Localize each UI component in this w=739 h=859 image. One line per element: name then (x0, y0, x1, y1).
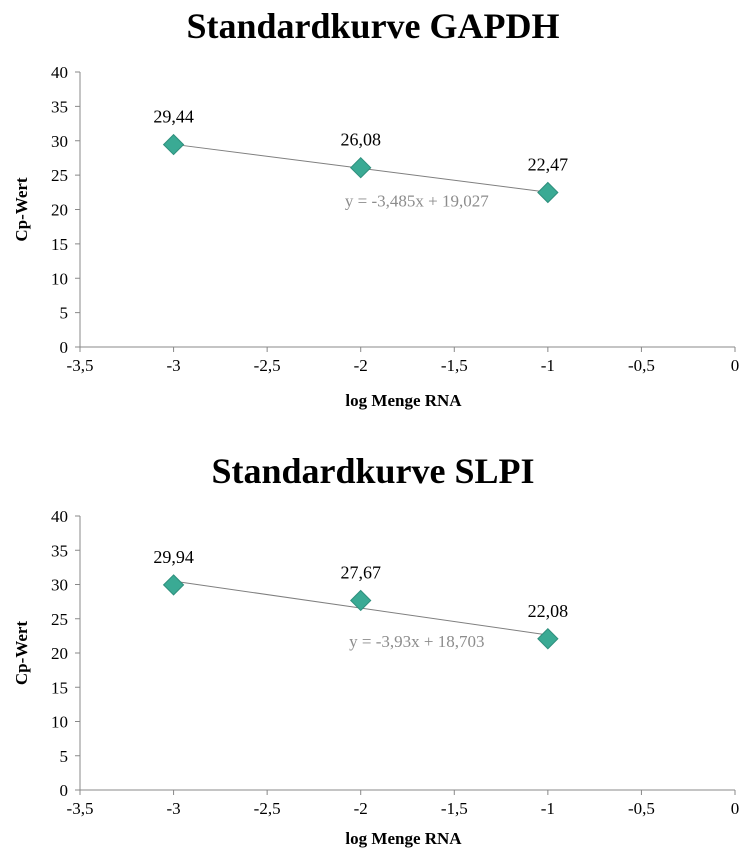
y-axis-title: Cp-Wert (12, 177, 31, 242)
x-axis-title: log Menge RNA (345, 829, 462, 848)
x-tick-label: -0,5 (628, 799, 655, 818)
x-tick-label: -2 (354, 799, 368, 818)
chart-gapdh-svg: Standardkurve GAPDH 0 5 10 15 20 25 30 35 40 -3,5 -… (12, 6, 739, 410)
data-point-marker (162, 574, 185, 596)
x-tick-label: -1 (541, 356, 555, 375)
chart-slpi-svg: Standardkurve SLPI 0 5 10 15 20 25 30 35 40 -3,5 -3… (12, 451, 739, 848)
x-tick-label: -2 (354, 356, 368, 375)
trendline-equation: y = -3,485x + 19,027 (345, 191, 489, 210)
x-tick-label: -2,5 (254, 799, 281, 818)
y-tick-label: 35 (51, 97, 68, 116)
y-tick-label: 20 (51, 644, 68, 663)
trendline-equation: y = -3,93x + 18,703 (349, 632, 484, 651)
y-tick-label: 15 (51, 235, 68, 254)
y-tick-label: 40 (51, 63, 68, 82)
data-point-label: 29,94 (153, 547, 194, 567)
x-tick-label: 0 (731, 799, 739, 818)
y-tick-label: 30 (51, 132, 68, 151)
x-tick-label: 0 (731, 356, 739, 375)
chart-title: Standardkurve SLPI (211, 451, 534, 491)
chart-title: Standardkurve GAPDH (186, 6, 559, 46)
y-tick-label: 0 (60, 338, 69, 357)
data-point-label: 26,08 (340, 130, 381, 150)
data-point-marker (350, 156, 372, 179)
data-point-marker (162, 133, 185, 156)
x-tick-label: -1,5 (441, 356, 468, 375)
data-point-marker (537, 628, 559, 650)
x-tick-label: -1,5 (441, 799, 468, 818)
x-tick-label: -3,5 (67, 799, 94, 818)
y-tick-label: 10 (51, 269, 68, 288)
chart-slpi: Standardkurve SLPI 0 5 10 15 20 25 30 35 40 -3,5 -3… (0, 440, 739, 859)
data-point-label: 22,08 (528, 601, 569, 621)
x-tick-label: -3 (166, 356, 180, 375)
x-tick-label: -3,5 (67, 356, 94, 375)
y-tick-label: 15 (51, 678, 68, 697)
y-tick-label: 40 (51, 507, 68, 526)
x-tick-label: -1 (541, 799, 555, 818)
x-tick-label: -2,5 (254, 356, 281, 375)
x-tick-label: -3 (166, 799, 180, 818)
y-tick-label: 20 (51, 201, 68, 220)
y-tick-label: 25 (51, 166, 68, 185)
data-point-label: 27,67 (340, 562, 381, 582)
y-tick-label: 25 (51, 610, 68, 629)
data-point-marker (537, 181, 559, 204)
data-point-marker (350, 589, 372, 612)
y-tick-label: 10 (51, 713, 68, 732)
y-axis-title: Cp-Wert (12, 621, 31, 686)
y-tick-label: 35 (51, 541, 68, 560)
y-tick-label: 5 (60, 747, 69, 766)
y-tick-label: 5 (60, 304, 69, 323)
data-point-label: 29,44 (153, 107, 194, 127)
y-tick-label: 0 (60, 781, 69, 800)
chart-gapdh: Standardkurve GAPDH 0 5 10 15 20 25 30 35 40 -3,5 -… (0, 0, 739, 420)
y-tick-label: 30 (51, 576, 68, 595)
x-axis-title: log Menge RNA (345, 391, 462, 410)
data-point-label: 22,47 (528, 155, 569, 175)
x-tick-label: -0,5 (628, 356, 655, 375)
